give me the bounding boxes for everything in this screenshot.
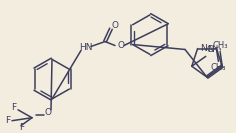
Text: CH₃: CH₃	[212, 41, 228, 50]
Text: F: F	[19, 123, 25, 132]
Text: HN: HN	[79, 43, 93, 52]
Text: O: O	[118, 41, 125, 50]
Text: F: F	[5, 116, 11, 125]
Text: CH₃: CH₃	[211, 63, 226, 72]
Text: O: O	[112, 21, 119, 30]
Text: N: N	[201, 44, 207, 53]
Text: O: O	[45, 108, 51, 117]
Text: CH₃: CH₃	[207, 45, 222, 54]
Text: F: F	[11, 103, 17, 112]
Text: N: N	[207, 45, 213, 54]
